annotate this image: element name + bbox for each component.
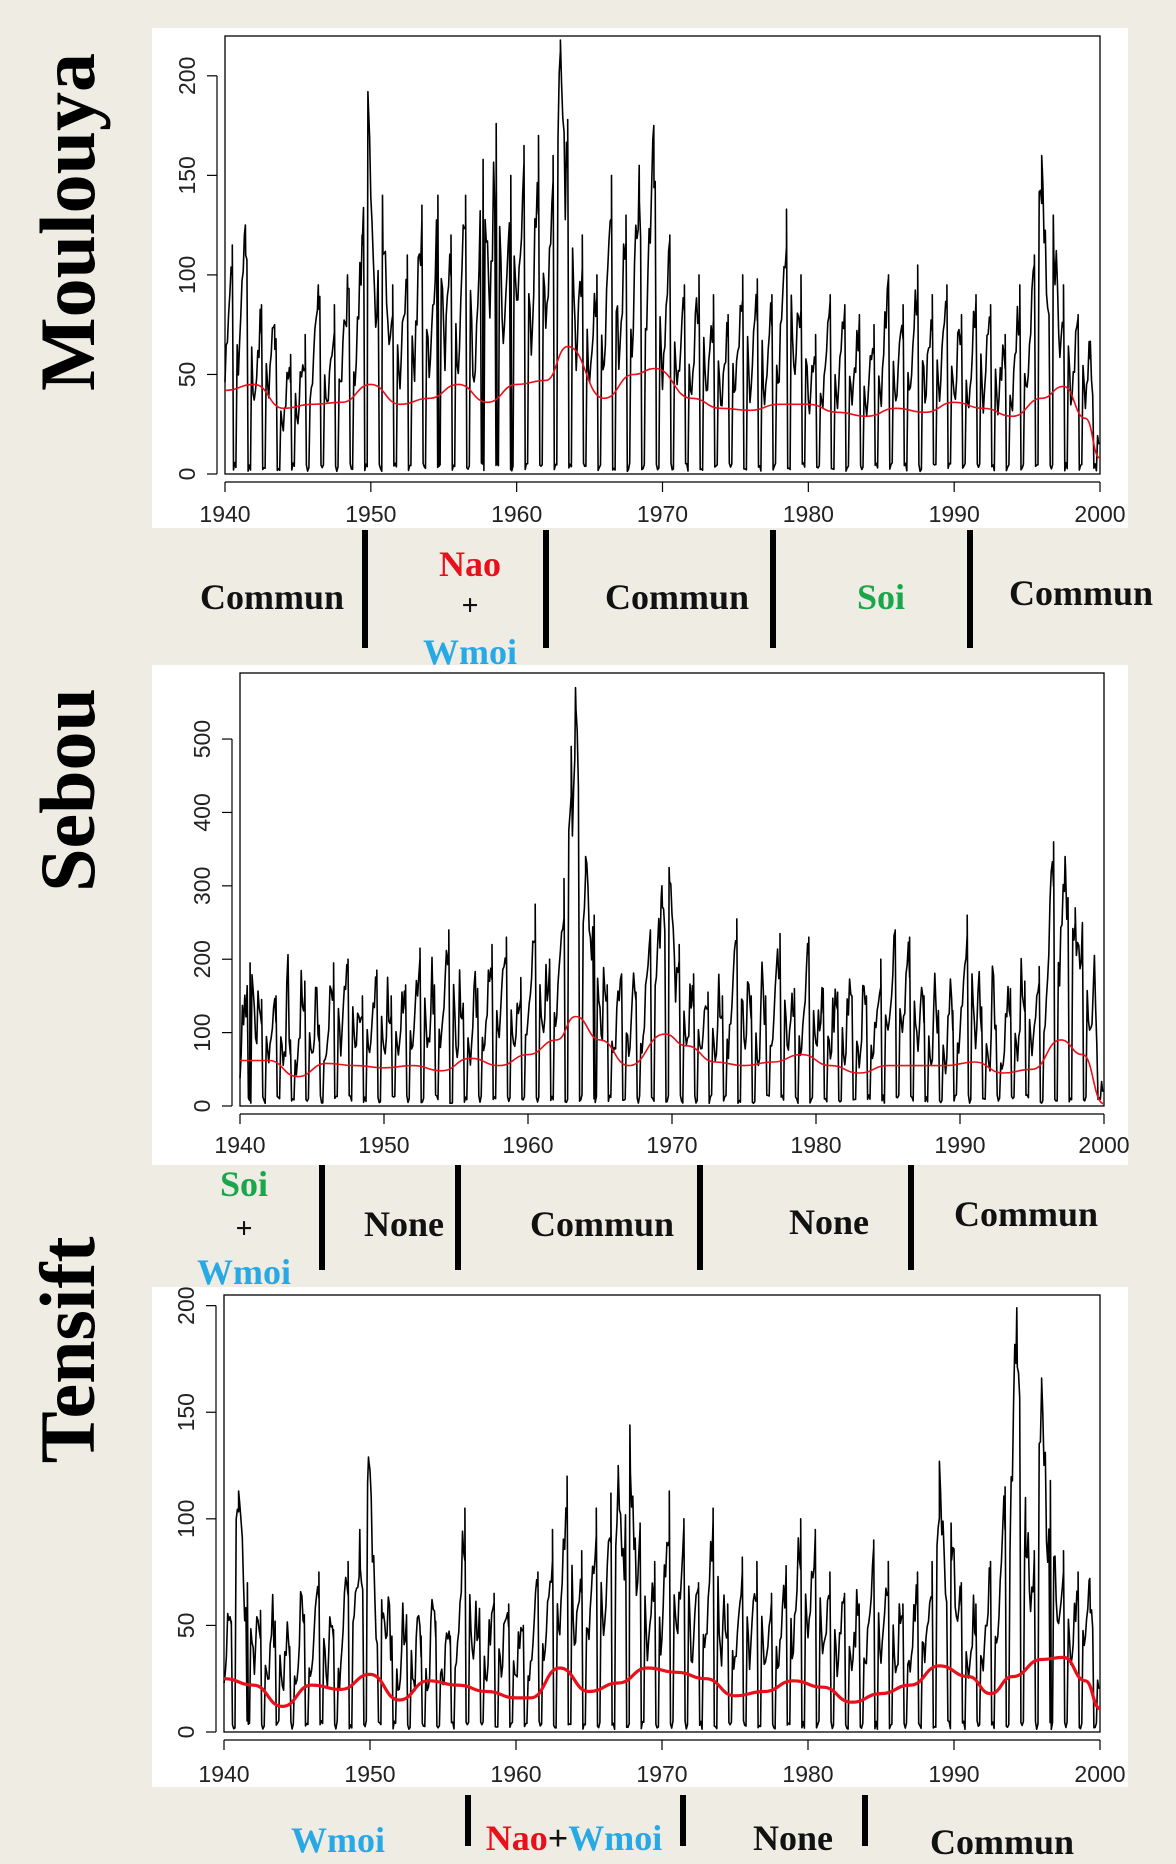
tensift-y-tick-label: 200	[173, 1286, 199, 1324]
moulouya-period-3-label: Commun	[604, 577, 750, 617]
sebou-divider-4	[908, 1165, 914, 1270]
moulouya-x-tick-label: 1950	[345, 501, 396, 527]
tensift-period-3-label: None	[753, 1818, 833, 1858]
sebou-period-3-label: Commun	[529, 1204, 675, 1244]
river-label-tensift: Tensift	[24, 1236, 111, 1464]
sebou-period-1-top-label: Soi	[219, 1164, 269, 1204]
sebou-x-tick-label: 2000	[1078, 1132, 1129, 1158]
sebou-plot-frame	[239, 672, 1105, 1107]
tensift-period-4-label: Commun	[929, 1822, 1075, 1862]
sebou-panel: 1940 1950 1960 1970 1980 1990 2000 0 100 200 300 40…	[152, 665, 1130, 1165]
sebou-divider-1	[319, 1165, 325, 1270]
tensift-flow-line	[223, 1306, 1100, 1731]
moulouya-x-tick-label: 1960	[491, 501, 542, 527]
tensift-panel: 1940 1950 1960 1970 1980 1990 2000 0 50 100 150 200	[152, 1286, 1128, 1787]
tensift-plot-frame	[223, 1294, 1101, 1733]
sebou-x-tick-label: 1990	[934, 1132, 985, 1158]
tensift-y-tick-label: 100	[173, 1500, 199, 1538]
moulouya-period-2-bottom-label: Wmoi	[423, 632, 517, 672]
tensift-period-2-label: Nao+Wmoi	[486, 1816, 663, 1860]
tensift-x-tick-label: 2000	[1074, 1761, 1125, 1787]
moulouya-y-tick-label: 100	[174, 256, 200, 294]
tensift-divider-3	[862, 1795, 868, 1846]
moulouya-y-tick-label: 200	[174, 57, 200, 95]
river-label-moulouya: Moulouya	[24, 52, 111, 392]
sebou-y-tick-label: 300	[189, 867, 215, 905]
moulouya-x-tick-label: 1940	[199, 501, 250, 527]
moulouya-x-tick-label: 1990	[929, 501, 980, 527]
moulouya-divider-2	[543, 530, 549, 648]
sebou-chart: 1940 1950 1960 1970 1980 1990 2000 0 100 200 300 40…	[189, 672, 1130, 1158]
river-label-sebou: Sebou	[24, 688, 111, 892]
sebou-y-tick-label: 200	[189, 940, 215, 978]
moulouya-x-tick-label: 1970	[637, 501, 688, 527]
moulouya-period-2-plus: +	[461, 589, 479, 622]
moulouya-period-2-top-label: Nao	[439, 544, 501, 584]
moulouya-x-tick-label: 1980	[783, 501, 834, 527]
tensift-divider-2	[680, 1795, 686, 1846]
moulouya-y-tick-label: 50	[174, 362, 200, 388]
sebou-period-1-bottom-label: Wmoi	[197, 1252, 291, 1292]
sebou-x-tick-label: 1950	[358, 1132, 409, 1158]
moulouya-plot-frame	[224, 35, 1101, 475]
sebou-flow-line	[239, 686, 1104, 1105]
moulouya-panel: 1940 1950 1960 1970 1980 1990 2000 0 50 100 150 200	[152, 28, 1128, 528]
sebou-y-tick-label: 400	[189, 793, 215, 831]
moulouya-divider-4	[967, 530, 973, 648]
sebou-period-2-label: None	[364, 1204, 444, 1244]
sebou-x-tick-label: 1940	[214, 1132, 265, 1158]
tensift-x-tick-label: 1960	[490, 1761, 541, 1787]
sebou-divider-3	[697, 1165, 703, 1270]
moulouya-period-5-label: Commun	[1008, 573, 1154, 613]
moulouya-divider-3	[770, 530, 776, 648]
moulouya-period-4-label: Soi	[856, 577, 906, 617]
tensift-divider-1	[465, 1795, 471, 1846]
sebou-period-1-plus: +	[235, 1212, 253, 1245]
sebou-y-tick-label: 0	[189, 1100, 215, 1113]
sebou-y-tick-label: 500	[189, 720, 215, 758]
sebou-trend-line	[239, 1015, 1105, 1105]
sebou-period-4-label: None	[789, 1202, 869, 1242]
moulouya-chart: 1940 1950 1960 1970 1980 1990 2000 0 50 100 150 200	[174, 35, 1126, 527]
tensift-x-tick-label: 1970	[636, 1761, 687, 1787]
sebou-y-tick-label: 100	[189, 1013, 215, 1051]
moulouya-flow-line	[224, 39, 1100, 473]
tensift-period-2-wmoi: Wmoi	[568, 1818, 663, 1858]
tensift-x-tick-label: 1940	[198, 1761, 249, 1787]
sebou-period-5-label: Commun	[953, 1194, 1099, 1234]
sebou-x-tick-label: 1980	[790, 1132, 841, 1158]
tensift-trend-line	[223, 1655, 1101, 1711]
tensift-period-2-plus: +	[547, 1818, 569, 1858]
sebou-divider-2	[455, 1165, 461, 1270]
moulouya-y-tick-label: 150	[174, 156, 200, 194]
moulouya-x-tick-label: 2000	[1074, 501, 1125, 527]
moulouya-divider-1	[362, 530, 368, 648]
tensift-y-tick-label: 0	[173, 1726, 199, 1739]
tensift-chart: 1940 1950 1960 1970 1980 1990 2000 0 50 100 150 200	[173, 1286, 1126, 1787]
tensift-period-1-label: Wmoi	[291, 1820, 385, 1860]
sebou-x-tick-label: 1970	[646, 1132, 697, 1158]
moulouya-trend-line	[224, 345, 1101, 459]
moulouya-period-1-label: Commun	[199, 577, 345, 617]
tensift-x-tick-label: 1980	[782, 1761, 833, 1787]
tensift-x-tick-label: 1950	[344, 1761, 395, 1787]
tensift-y-tick-label: 150	[173, 1393, 199, 1431]
tensift-x-tick-label: 1990	[928, 1761, 979, 1787]
tensift-period-2-nao: Nao	[485, 1818, 548, 1858]
tensift-y-tick-label: 50	[173, 1613, 199, 1639]
sebou-x-tick-label: 1960	[502, 1132, 553, 1158]
moulouya-y-tick-label: 0	[174, 468, 200, 481]
